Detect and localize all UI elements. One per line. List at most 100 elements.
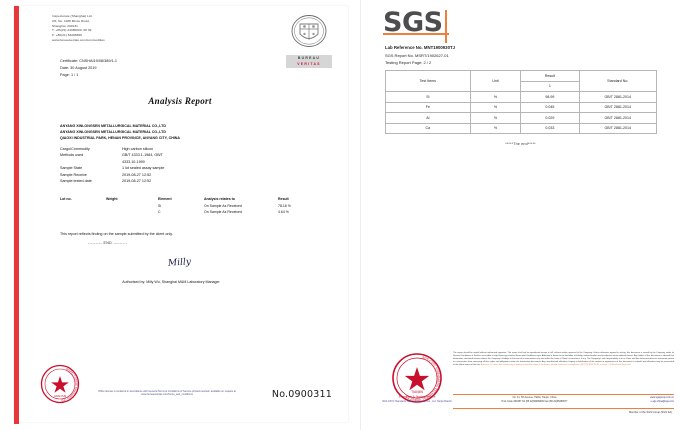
consignee-line: ANYANG XINLONGSEN METALLURGICAL MATERIAL… [60,129,166,134]
table-row: Si On Sample As Received 78.16 % [60,203,338,210]
certificate-date: Date: 30 August 2019 [60,66,97,71]
field-value: 1 lot sealed assay sample [122,166,165,171]
field-value-line: 4333.10-1990 [122,159,145,164]
column-header-standard-no: Standard No. [578,70,658,92]
svg-text:Inspection & Testing Service: Inspection & Testing Service [399,395,436,399]
cell-relates: On Sample As Received [204,203,242,208]
cell-relates: On Sample As Received [204,210,242,215]
legal-attention-text: Attention: To check the authenticity of … [480,364,631,367]
consignee-line: QIAOXI INDUSTRIAL PARK, HENAN PROVINCE, … [60,135,181,140]
address-line-2: Post Code 300457 Tel (86 22)65289000 Fax… [501,399,568,403]
field-label: Methods used [60,153,84,158]
certificate-meta: Certificate: CNSHAI19/08/389/1-1 Date: 3… [60,58,117,79]
field-label: Sample tested date [60,179,92,184]
cell-lot [60,203,106,210]
cell-element: Si [158,203,162,208]
column-header-lot: Lot no. [60,197,72,201]
end-marker: --------- END --------- [88,241,128,245]
footer-divider-bottom [453,408,674,409]
column-header-element: Element [158,197,172,201]
issuer-address-line: www.bureauveritas.com/commodities [52,37,105,42]
column-header-result: Result [520,70,580,82]
column-header-relates: Analysis relates to [204,197,235,201]
red-round-sgs-stamp-icon: SGS-CSTC STANDARDS TECHNICAL SERVICES TI… [392,353,442,403]
cell-result: 0.045 [520,101,580,113]
sgs-report-no: SGS Report No. MSRT/1902627-01 [385,52,449,58]
bureau-veritas-logo: BUREAU VERITAS [286,14,332,68]
footer-contact-lines: www.sgsgroup.com.cn e.sgs.china@sgs.com [616,396,674,404]
footer-email[interactable]: e.sgs.china@sgs.com [650,399,674,403]
authorised-by-line: Authorised by: Milly Wu, Shanghai M&M La… [122,280,220,284]
table-row: Al % 0.029 GB/T 2881-2014 [385,112,658,124]
svg-text:TIANJIN: TIANJIN [410,390,423,394]
bureau-veritas-wordmark: BUREAU VERITAS [286,55,332,68]
handwritten-signature: Milly [167,257,192,269]
sgs-results-table: Test Items Unit Result Standard No. 1 Si… [385,70,658,134]
lot-analysis-table: Lot no. Weight Element Analysis relates … [60,196,338,216]
issuer-address-line: Inspectorate (Shanghai) Ltd. [52,14,93,18]
cell-test-item: Si [385,91,471,103]
brand-line-2: VERITAS [297,62,321,66]
footer-address-block: No. 41, 5th Avenue, TEDA, Tianjin, China… [453,396,674,404]
page-title: Analysis Report [148,96,212,106]
table-row: C On Sample As Received 4.64 % [60,209,338,216]
sgs-logo-bar-horizontal [383,33,449,35]
certificate-number: Certificate: CNSHAI19/08/389/1-1 [60,59,117,63]
issuer-address-block: Inspectorate (Shanghai) Ltd. 2/F, No. 11… [52,14,105,43]
certificate-serial-number: No.0900311 [271,389,332,400]
member-of-group-line: Member of the SGS Group (SGS SA) [629,411,672,414]
cell-standard: GB/T 2881-2014 [578,91,658,103]
field-row: Cargo/Commodity High carbon silicon [60,146,310,152]
lab-reference-no: Lab Reference No. MNT1900930TJ [385,45,455,50]
cell-result: 0.033 [520,122,580,134]
cell-standard: GB/T 2881-2014 [578,112,658,124]
issuer-address-line: F: +86(21) 63286699 [52,33,82,38]
bureau-veritas-seal-icon [291,15,327,47]
certificate-page: Certificate Inspectorate (Shanghai) Ltd.… [0,0,361,430]
cell-test-item: Ca [385,122,471,134]
cell-element: C [158,210,161,215]
consignee-line: ANYANG XINLONGSEN METALLURGICAL MATERIAL… [60,124,166,128]
sgs-wordmark: SGS [383,7,443,38]
footer-website[interactable]: www.sgsgroup.com.cn [650,396,674,399]
field-value: 2019-08-27 12:52 [122,172,152,177]
table-header-row: Lot no. Weight Element Analysis relates … [60,196,338,203]
field-value: 2019-08-27 12:52 [122,179,152,184]
red-round-company-stamp-icon: INSPECTORATE SHANGHAI LTD ANALYSIS [40,364,80,404]
column-header-unit: Unit [469,70,522,92]
result-subheader: 1 [520,80,580,92]
cell-standard: GB/T 2881-2014 [578,101,658,113]
sgs-logo: SGS [383,7,469,43]
certificate-watermark: Certificate [0,0,8,178]
certificate-page: Page: 1 / 1 [60,73,79,78]
cell-unit: % [469,101,522,113]
issuer-address-line: Shanghai, 200131 [52,23,78,28]
table-row: Fe % 0.045 GB/T 2881-2014 [385,101,658,113]
sgs-reference-block: Lab Reference No. MNT1900930TJ SGS Repor… [385,44,455,66]
cell-lot [60,209,106,216]
field-row: Sample Receive 2019-08-27 12:52 [60,172,310,178]
sgs-report-page: SGS Lab Reference No. MNT1900930TJ SGS R… [361,0,680,430]
footer-divider-top [453,394,674,395]
table-row: Ca % 0.033 GB/T 2881-2014 [385,122,658,134]
field-label: Sample Receive [60,172,87,177]
cell-weight [106,203,158,210]
field-row: Methods used GB/T 4333.1-1984, GB/T 4333… [60,152,310,165]
cell-result: 98.99 [520,91,580,103]
cell-result: 0.029 [520,112,580,124]
cell-test-item: Al [385,112,471,124]
table-head: Test Items Unit Result Standard No. 1 [385,70,658,92]
cell-unit: % [469,91,522,103]
field-value: GB/T 4333.1-1984, GB/T 4333.10-1990 [122,152,310,165]
issuer-address-line: T: +86(21) 23080000, 68 39 [52,28,92,33]
cell-standard: GB/T 2881-2014 [578,122,658,134]
end-of-report-marker: *****The end***** [505,142,536,146]
field-value-line: GB/T 4333.1-1984, GB/T [122,153,163,158]
issuer-address-line: 2/F, No. 1188 Minsu Road, [52,18,90,23]
field-row: Sample State 1 lot sealed assay sample [60,165,310,171]
cell-weight [106,209,158,216]
certificate-sheet [14,6,348,422]
field-row: Sample tested date 2019-08-27 12:52 [60,178,310,184]
sgs-logo-bar-vertical [445,10,447,43]
